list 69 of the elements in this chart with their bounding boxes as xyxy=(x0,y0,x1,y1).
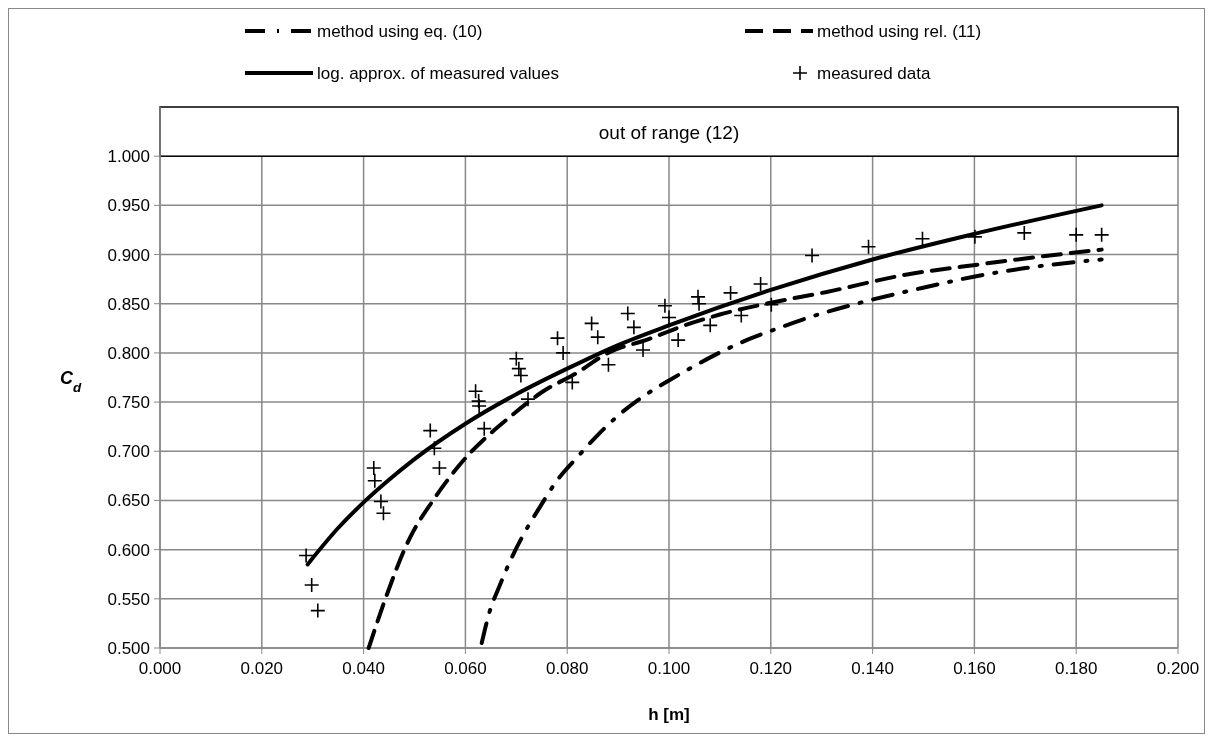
point xyxy=(467,383,484,400)
point xyxy=(763,296,780,313)
point xyxy=(657,297,673,314)
x-tick-label: 0.120 xyxy=(749,659,793,678)
legend-label: log. approx. of measured values xyxy=(317,64,559,83)
point xyxy=(303,577,320,593)
legend-label: measured data xyxy=(817,64,931,83)
x-tick-label: 0.060 xyxy=(444,659,487,678)
x-tick-label: 0.080 xyxy=(545,659,589,678)
point xyxy=(661,309,677,326)
x-tick-label: 0.140 xyxy=(851,659,894,678)
point xyxy=(1016,225,1033,241)
point xyxy=(690,289,706,305)
point xyxy=(722,285,739,301)
point xyxy=(626,319,642,336)
point xyxy=(1093,227,1110,243)
point xyxy=(804,247,820,264)
y-tick-label: 0.650 xyxy=(107,491,150,511)
x-tick-label: 0.040 xyxy=(342,659,385,678)
y-tick-label: 0.800 xyxy=(107,343,150,363)
y-tick-label: 0.500 xyxy=(107,639,150,658)
y-tick-label: 0.700 xyxy=(107,442,150,462)
point xyxy=(513,367,529,384)
point xyxy=(367,472,383,489)
x-tick-label: 0.180 xyxy=(1054,659,1098,678)
point xyxy=(583,315,600,332)
band-label: out of range (12) xyxy=(598,121,740,143)
point xyxy=(309,602,326,619)
point xyxy=(365,460,382,476)
line-series xyxy=(479,257,1104,646)
x-tick-label: 0.020 xyxy=(240,659,284,678)
legend-label: method using eq. (10) xyxy=(317,22,483,41)
point xyxy=(691,295,707,312)
point xyxy=(555,345,571,361)
point xyxy=(375,505,392,522)
point xyxy=(422,422,439,439)
y-axis-title: C$_{d}$ xyxy=(60,367,82,394)
point xyxy=(520,391,536,407)
point xyxy=(549,330,566,346)
y-tick-label: 0.750 xyxy=(107,393,150,413)
y-tick-label: 0.900 xyxy=(107,245,150,265)
point xyxy=(1068,227,1084,243)
point xyxy=(600,356,617,373)
point xyxy=(373,493,389,510)
point xyxy=(619,305,636,322)
point xyxy=(589,329,606,345)
point xyxy=(670,332,686,348)
point xyxy=(298,547,314,564)
point xyxy=(511,360,527,377)
x-tick-label: 0.200 xyxy=(1156,659,1200,678)
point xyxy=(702,317,719,334)
point xyxy=(476,420,493,437)
point xyxy=(860,238,877,255)
x-tick-label: 0.100 xyxy=(647,659,691,678)
point xyxy=(635,342,651,358)
point xyxy=(752,276,769,292)
y-tick-label: 0.850 xyxy=(107,294,150,314)
x-tick-label: 0.160 xyxy=(953,659,996,678)
y-tick-label: 0.550 xyxy=(107,589,150,609)
point xyxy=(508,351,525,367)
x-tick-label: 0.000 xyxy=(138,659,182,678)
y-tick-label: 0.950 xyxy=(107,196,150,216)
y-tick-label: 0.600 xyxy=(107,540,150,560)
point xyxy=(431,460,448,476)
y-tick-label: 1.000 xyxy=(107,147,150,167)
x-axis-title: h [m] xyxy=(648,705,690,724)
point xyxy=(914,231,931,247)
point xyxy=(967,229,983,245)
legend-label: method using rel. (11) xyxy=(817,22,982,41)
